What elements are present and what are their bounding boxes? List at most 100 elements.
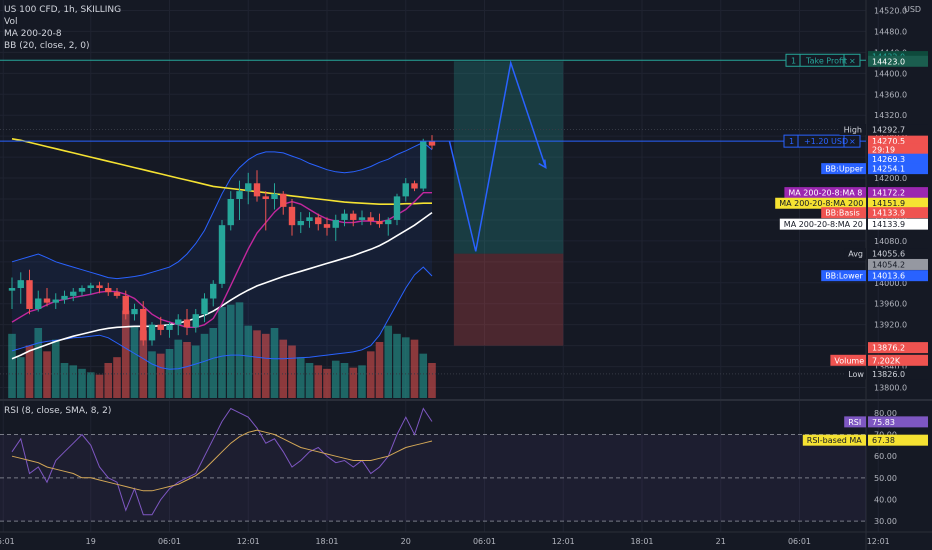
volume-bar xyxy=(366,351,375,398)
price-axis: USD14520.014480.014440.014400.014360.014… xyxy=(874,5,921,526)
rsi-tick-label: 50.00 xyxy=(874,474,897,483)
volume-bar xyxy=(78,368,86,398)
order-badge-number: 1 xyxy=(789,137,794,146)
volume-bar xyxy=(375,342,384,398)
order-badge-box xyxy=(783,134,861,148)
price-tag-side-box xyxy=(844,368,866,380)
time-tick-label: 06:01 xyxy=(158,537,181,546)
candle-body xyxy=(350,213,357,220)
price-tag-value: 14133.9 xyxy=(872,209,905,218)
candle-body xyxy=(428,141,436,146)
profit-zone xyxy=(453,61,564,254)
candle-body xyxy=(227,199,234,226)
candle xyxy=(131,303,138,321)
volume-bar xyxy=(16,357,25,398)
rsi-tick-label: 40.00 xyxy=(874,496,897,505)
volume-legend: Vol xyxy=(4,17,18,27)
price-tag-value: 13876.2 xyxy=(872,344,905,353)
price-tag-box xyxy=(868,187,928,199)
price-tag: 14133.9 BB:Basis xyxy=(821,207,928,219)
price-tag: 14013.6 BB:Lower xyxy=(821,270,928,282)
candle xyxy=(105,282,112,296)
volume-bar xyxy=(104,363,113,398)
volume-bar xyxy=(305,363,314,398)
price-tag-box xyxy=(868,258,928,270)
price-tag-side-box xyxy=(839,124,866,136)
rsi-pane xyxy=(0,434,866,522)
volume-bar xyxy=(165,349,174,398)
candle xyxy=(8,277,16,309)
volume-bar xyxy=(139,330,148,398)
candle xyxy=(192,308,199,333)
price-tag-value: 14423.0 xyxy=(872,57,905,66)
price-tick-label: 13920.0 xyxy=(874,321,907,330)
candle-body xyxy=(280,193,287,207)
price-tag-value: 14292.7 xyxy=(872,126,905,135)
price-tag-side-label: BB:Lower xyxy=(825,272,863,281)
volume-bar xyxy=(191,345,200,398)
candle-body xyxy=(61,295,68,300)
price-tag: 14054.2 xyxy=(868,258,928,270)
candle xyxy=(323,217,331,236)
take-profit-badge-label: Take Profit xyxy=(805,56,847,65)
price-tag: 14269.3 xyxy=(868,153,928,165)
projection-path xyxy=(448,59,547,252)
candle xyxy=(376,213,383,228)
volume-bar xyxy=(340,363,349,398)
candle xyxy=(358,210,366,226)
candle-body xyxy=(411,183,418,189)
candle xyxy=(148,322,156,346)
candle-body xyxy=(26,280,33,309)
volume-bar xyxy=(296,357,305,398)
order-badge[interactable]: 1 +1.20 USD × xyxy=(783,134,861,148)
price-tag-box xyxy=(868,270,928,282)
price-tick-label: 14400.0 xyxy=(874,69,907,78)
price-tag-side-label: BB:Basis xyxy=(825,209,860,218)
price-tag-box xyxy=(868,124,928,136)
rsi-legend: RSI (8, close, SMA, 8, 2) xyxy=(4,406,112,416)
price-tick-label: 14480.0 xyxy=(874,27,907,36)
rsi-tag-side-box xyxy=(802,434,866,446)
volume-bar xyxy=(200,333,209,398)
price-tag-box xyxy=(868,342,928,354)
price-tag: 14133.9 MA 200-20-8:MA 20 xyxy=(779,218,928,230)
price-tag-box xyxy=(868,354,928,366)
price-tag: 29:19 xyxy=(868,143,928,155)
candle xyxy=(87,282,94,295)
candle xyxy=(315,213,322,231)
rsi-ma-line xyxy=(11,429,433,492)
time-axis: 06:01 19 06:01 12:01 18:01 20 06:01 12:01 18:01 2… xyxy=(0,537,890,546)
candle xyxy=(350,210,357,227)
candle-body xyxy=(8,288,16,291)
candle xyxy=(411,180,418,192)
order-badge-close-icon: × xyxy=(849,137,856,146)
price-tick-label: 14200.0 xyxy=(874,174,907,183)
volume-bar xyxy=(130,325,139,398)
candle-body xyxy=(192,314,199,328)
candle-body xyxy=(201,298,208,315)
price-tick-label: 14320.0 xyxy=(874,111,907,120)
volume-bar xyxy=(253,330,261,398)
rsi-tick-label: 80.00 xyxy=(874,409,897,418)
price-tag-value: 14269.3 xyxy=(872,155,905,164)
candle-body xyxy=(148,324,156,341)
rsi-tag-box xyxy=(868,416,928,428)
rsi-tag-value: 75.83 xyxy=(872,418,895,427)
candle-body xyxy=(52,299,59,303)
candle xyxy=(236,180,243,220)
take-profit-badge[interactable]: 1 Take Profit × xyxy=(785,53,861,67)
candle xyxy=(420,138,427,192)
candle xyxy=(385,217,392,236)
price-tag-value: 14055.6 xyxy=(872,250,905,259)
candle-body xyxy=(140,308,147,341)
price-tag-box xyxy=(868,153,928,165)
price-tag-value: 29:19 xyxy=(872,145,895,154)
candle xyxy=(26,269,33,315)
volume-bar xyxy=(384,325,393,398)
volume-bar xyxy=(393,333,401,398)
price-tick-label: 13960.0 xyxy=(874,300,907,309)
candle-body xyxy=(358,217,366,220)
price-tag-side-box xyxy=(821,163,866,175)
price-tick-label: 13840.0 xyxy=(874,363,907,372)
